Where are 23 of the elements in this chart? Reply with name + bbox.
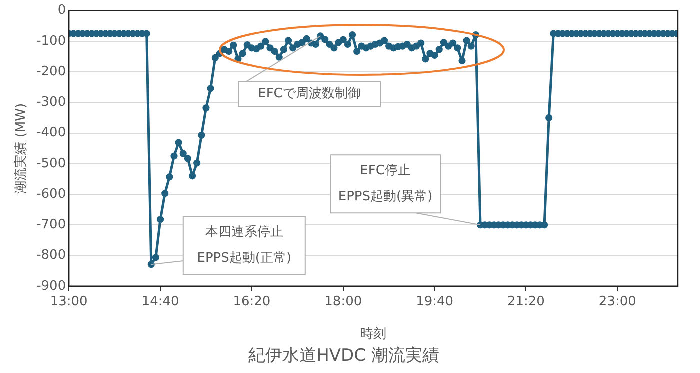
annotation: 本四連系停止 EPPS起動(正常)	[197, 225, 292, 266]
y-tick-label: -800	[36, 248, 66, 264]
y-tick-label: -300	[36, 95, 66, 110]
x-axis-title: 時刻	[360, 327, 387, 342]
y-tick-label: -200	[36, 64, 66, 80]
x-tick-label: 14:40	[142, 294, 180, 310]
annotation: EFC停止 EPPS起動(異常)	[338, 164, 433, 205]
y-axis-title: 潮流実績 (MW)	[13, 103, 30, 194]
x-tick-label: 13:00	[50, 294, 88, 310]
y-tick-label: 0	[58, 3, 66, 18]
x-tick-label: 21:20	[507, 294, 545, 310]
y-tick-label: -400	[36, 126, 66, 141]
x-tick-label: 16:20	[233, 294, 271, 310]
x-tick-label: 23:00	[598, 294, 636, 310]
y-tick-label: -900	[36, 278, 66, 294]
y-tick-label: -700	[36, 218, 66, 233]
x-tick-label: 18:00	[324, 294, 362, 310]
x-tick-label: 19:40	[416, 294, 454, 310]
annotation: EFCで周波数制御	[258, 86, 361, 102]
y-tick-label: -600	[36, 186, 66, 202]
y-tick-label: -100	[36, 34, 66, 49]
text: 紀伊水道HVDC 潮流実績	[248, 346, 440, 366]
y-tick-label: -500	[36, 156, 66, 172]
